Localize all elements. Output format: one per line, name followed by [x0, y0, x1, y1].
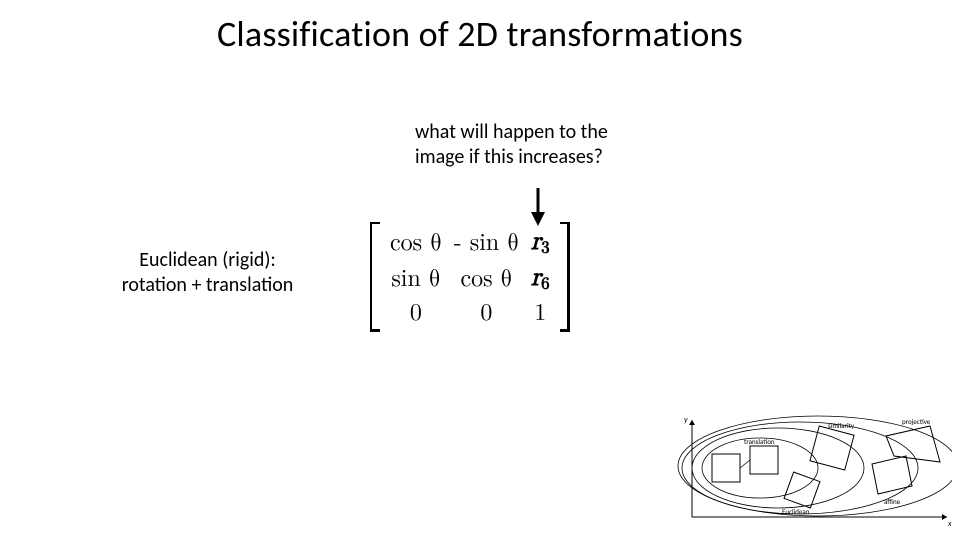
svg-text:similarity: similarity	[828, 421, 855, 430]
svg-text:x: x	[947, 519, 952, 529]
bracket-left-icon	[370, 222, 382, 332]
matrix-cell-32: 0	[454, 298, 519, 329]
svg-text:y: y	[684, 415, 688, 425]
svg-text:projective: projective	[902, 417, 931, 426]
matrix-cell-21: sin θ	[390, 264, 442, 295]
page-title: Classification of 2D transformations	[0, 12, 960, 56]
matrix-cell-12: - sin θ	[454, 228, 519, 259]
bracket-right-icon	[558, 222, 570, 332]
transformation-hierarchy-diagram: x y translation Euclidean similarity affine pr…	[672, 412, 952, 532]
matrix-cell-13: r3	[531, 226, 550, 260]
svg-text:affine: affine	[884, 497, 901, 506]
label-line1: Euclidean (rigid):	[139, 248, 276, 272]
matrix-body: cos θ - sin θ r3 sin θ cos θ r6 0 0 1	[382, 222, 558, 332]
question-line1: what will happen to the	[415, 120, 608, 144]
label-line2: rotation + translation	[122, 273, 294, 297]
svg-text:Euclidean: Euclidean	[782, 507, 810, 516]
matrix-cell-23: r6	[531, 262, 550, 296]
matrix-cell-11: cos θ	[390, 228, 442, 259]
matrix-cell-22: cos θ	[454, 264, 519, 295]
question-text: what will happen to the image if this in…	[415, 120, 715, 170]
matrix-cell-33: 1	[531, 298, 550, 329]
svg-text:translation: translation	[744, 437, 775, 446]
transformation-matrix: cos θ - sin θ r3 sin θ cos θ r6 0 0 1	[370, 222, 570, 332]
matrix-cell-31: 0	[390, 298, 442, 329]
question-line2: image if this increases?	[415, 145, 603, 169]
transformation-label: Euclidean (rigid): rotation + translatio…	[70, 248, 345, 298]
